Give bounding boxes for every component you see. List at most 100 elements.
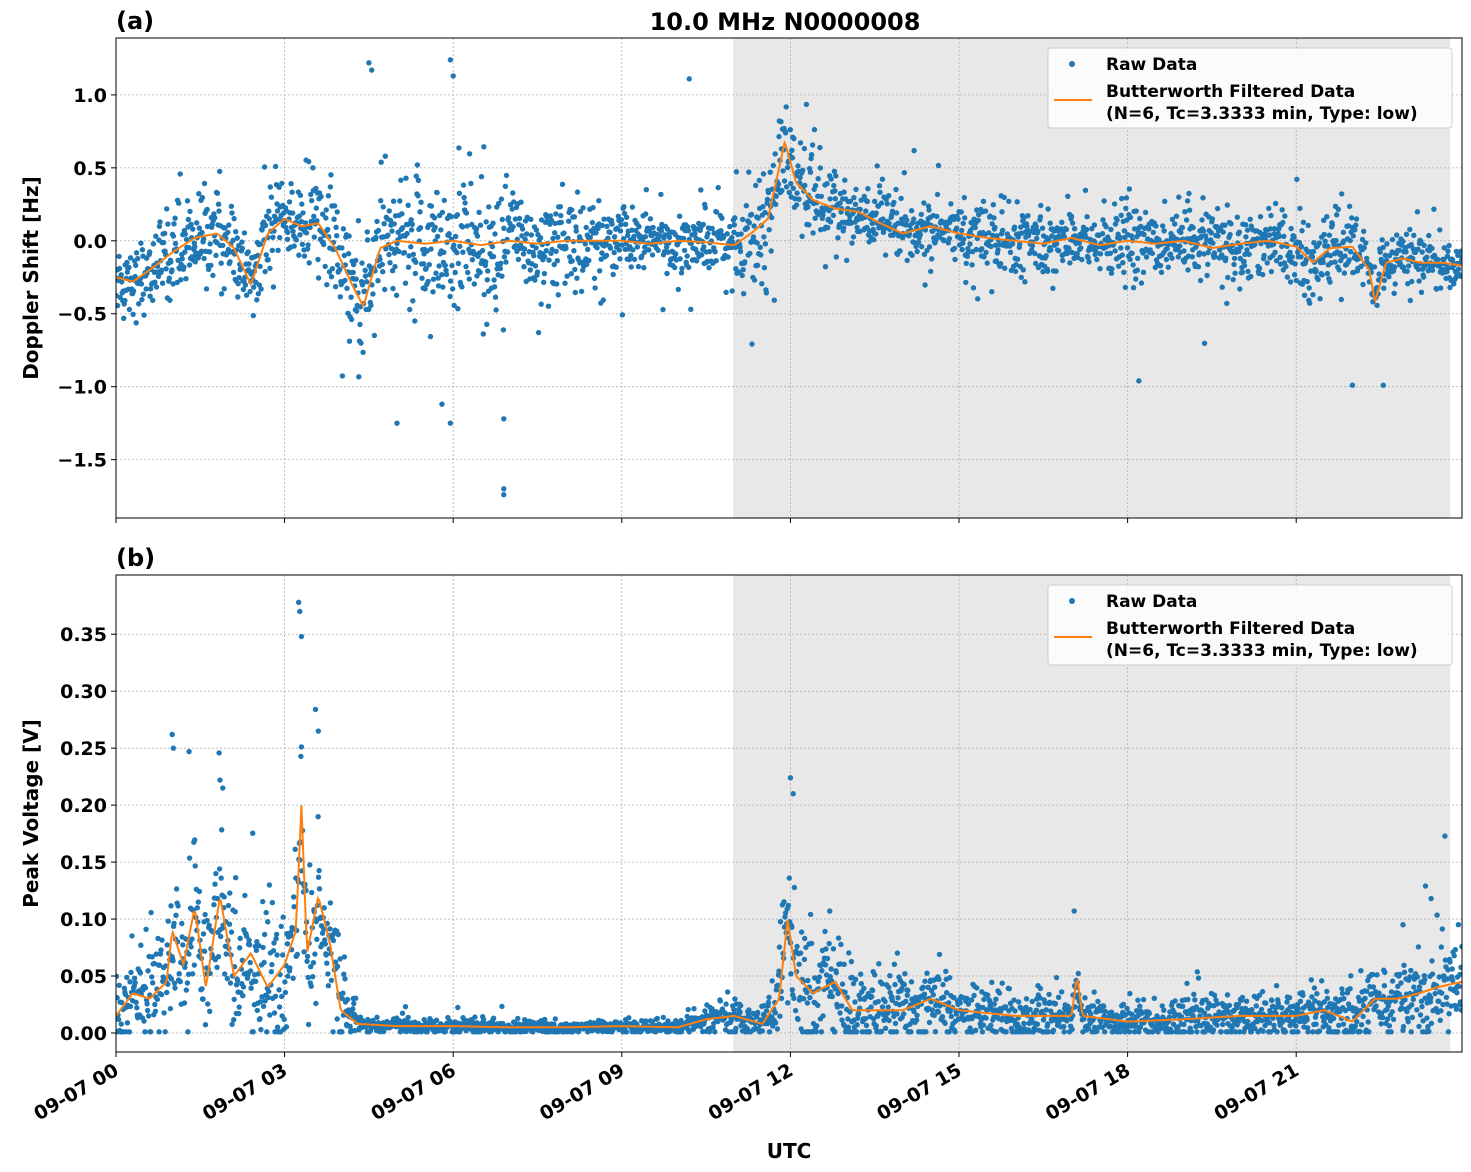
raw-data-point bbox=[744, 225, 750, 231]
raw-data-point bbox=[1121, 269, 1127, 275]
raw-data-point bbox=[1260, 271, 1266, 278]
raw-data-point bbox=[617, 228, 624, 234]
raw-data-point bbox=[829, 993, 835, 1000]
raw-data-point bbox=[1394, 232, 1400, 238]
raw-data-point bbox=[865, 186, 871, 192]
raw-data-point bbox=[276, 1004, 283, 1010]
raw-data-point bbox=[185, 216, 192, 223]
raw-data-point bbox=[364, 237, 371, 243]
raw-data-point bbox=[303, 230, 310, 236]
raw-data-point bbox=[715, 184, 721, 191]
raw-data-point bbox=[913, 1017, 920, 1023]
raw-data-point bbox=[761, 1003, 767, 1009]
raw-data-point bbox=[599, 222, 605, 229]
raw-data-point bbox=[929, 1007, 935, 1013]
raw-data-point bbox=[235, 294, 241, 300]
raw-data-point bbox=[1220, 229, 1226, 235]
raw-data-point bbox=[430, 289, 436, 295]
raw-data-point bbox=[574, 189, 581, 195]
axes-frame bbox=[115, 37, 1463, 519]
raw-data-point bbox=[849, 240, 855, 246]
raw-data-point bbox=[401, 249, 408, 256]
raw-data-point bbox=[227, 890, 233, 896]
raw-data-point bbox=[1415, 266, 1422, 273]
raw-data-point bbox=[782, 914, 788, 920]
raw-data-point bbox=[786, 875, 792, 881]
raw-data-point bbox=[149, 954, 155, 960]
raw-data-point bbox=[1075, 970, 1082, 977]
raw-data-point bbox=[568, 271, 574, 277]
raw-data-point bbox=[763, 1008, 770, 1014]
raw-data-point bbox=[290, 228, 296, 234]
raw-data-point bbox=[473, 226, 480, 232]
raw-data-point bbox=[571, 214, 578, 220]
raw-data-point bbox=[805, 204, 811, 210]
raw-data-point bbox=[1281, 233, 1287, 239]
raw-data-point bbox=[889, 208, 896, 214]
raw-data-point bbox=[476, 209, 482, 215]
raw-data-point bbox=[186, 855, 193, 861]
raw-data-point bbox=[294, 951, 300, 958]
raw-data-point bbox=[402, 280, 409, 286]
raw-data-point bbox=[636, 223, 642, 230]
raw-data-point bbox=[1124, 1005, 1130, 1012]
raw-data-point bbox=[904, 992, 910, 998]
raw-data-point bbox=[428, 246, 434, 252]
raw-data-point bbox=[743, 203, 749, 209]
raw-data-point bbox=[826, 940, 832, 947]
raw-data-point bbox=[1241, 262, 1248, 269]
raw-data-point bbox=[807, 994, 813, 1001]
raw-data-point bbox=[322, 941, 328, 947]
raw-data-point bbox=[615, 213, 621, 219]
raw-data-point bbox=[195, 899, 201, 905]
raw-data-point bbox=[1404, 268, 1410, 274]
raw-data-point bbox=[138, 240, 144, 246]
raw-data-point bbox=[296, 252, 302, 258]
raw-data-point bbox=[1053, 241, 1060, 247]
raw-data-point bbox=[1064, 250, 1071, 257]
raw-data-point bbox=[882, 1025, 889, 1032]
raw-data-point bbox=[142, 1029, 148, 1035]
raw-data-point bbox=[631, 256, 638, 263]
raw-data-point bbox=[590, 204, 596, 211]
raw-data-point bbox=[348, 316, 355, 323]
raw-data-point bbox=[1181, 248, 1187, 254]
raw-data-point bbox=[217, 168, 223, 175]
raw-data-point bbox=[990, 232, 996, 239]
raw-data-point bbox=[738, 231, 744, 237]
raw-data-point bbox=[1257, 214, 1264, 220]
raw-data-point bbox=[828, 989, 834, 995]
raw-data-point bbox=[876, 183, 883, 189]
raw-data-point bbox=[1011, 997, 1017, 1003]
raw-data-point bbox=[866, 1029, 873, 1035]
raw-data-point bbox=[615, 242, 621, 248]
raw-data-point bbox=[619, 242, 625, 248]
raw-data-point bbox=[389, 268, 396, 274]
raw-data-point bbox=[965, 249, 972, 255]
raw-data-point bbox=[842, 989, 848, 995]
raw-data-point bbox=[830, 212, 836, 218]
raw-data-point bbox=[224, 975, 230, 982]
raw-data-point bbox=[118, 1021, 125, 1027]
raw-data-point bbox=[402, 1004, 409, 1010]
raw-data-point bbox=[991, 1001, 997, 1007]
raw-data-point bbox=[1033, 224, 1039, 230]
raw-data-point bbox=[800, 1029, 806, 1035]
raw-data-point bbox=[260, 944, 266, 951]
raw-data-point bbox=[289, 189, 295, 195]
raw-data-point bbox=[1120, 260, 1126, 266]
raw-data-point bbox=[366, 60, 372, 66]
raw-data-point bbox=[664, 226, 671, 232]
raw-data-point bbox=[1186, 207, 1193, 213]
raw-data-point bbox=[1111, 201, 1118, 207]
raw-data-point bbox=[176, 200, 182, 206]
raw-data-point bbox=[1172, 998, 1178, 1004]
raw-data-point bbox=[1131, 1029, 1138, 1035]
raw-data-point bbox=[222, 971, 228, 977]
raw-data-point bbox=[1319, 272, 1325, 278]
raw-data-point bbox=[738, 1002, 744, 1009]
raw-data-point bbox=[922, 978, 928, 984]
raw-data-point bbox=[1180, 1003, 1186, 1010]
raw-data-point bbox=[1426, 232, 1432, 239]
raw-data-point bbox=[952, 1029, 958, 1035]
